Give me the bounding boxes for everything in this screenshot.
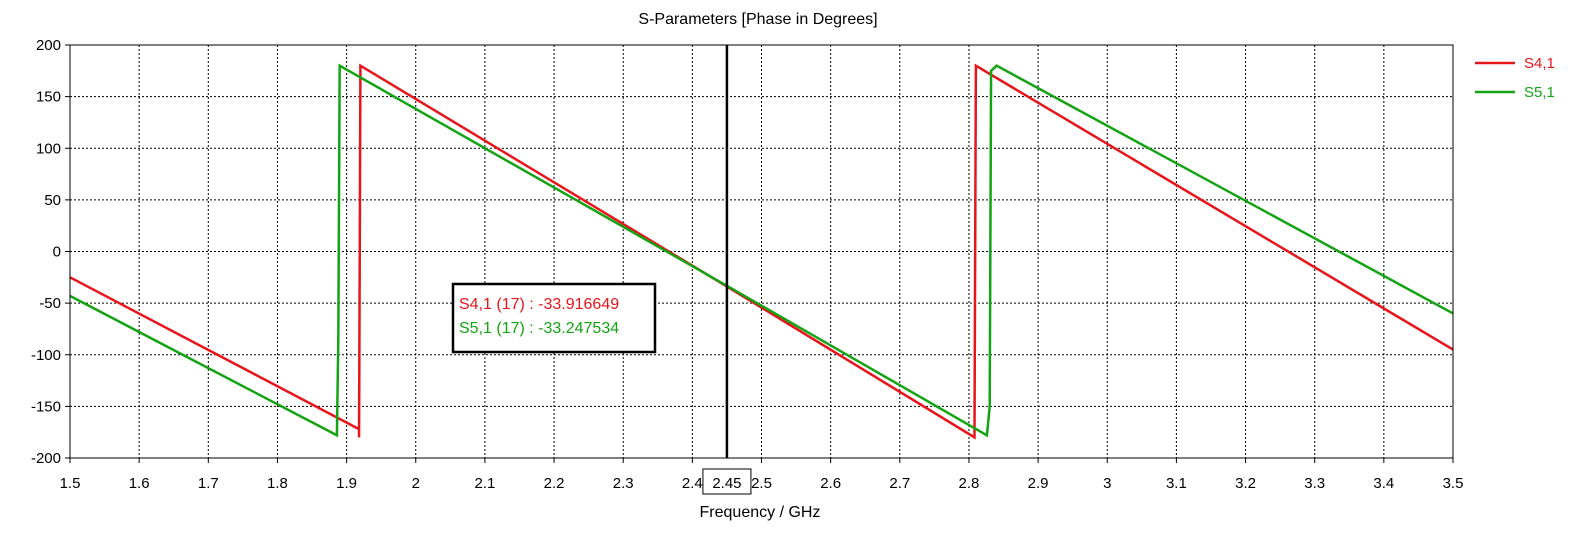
readout-line: S5,1 (17) : -33.247534 bbox=[459, 320, 619, 337]
marker-x-label-box[interactable] bbox=[702, 468, 752, 495]
y-tick-label: -150 bbox=[31, 398, 61, 415]
y-tick-label: 200 bbox=[36, 37, 61, 54]
x-axis-label: Frequency / GHz bbox=[700, 504, 821, 521]
series-lines bbox=[69, 63, 1454, 440]
y-tick-label: 150 bbox=[36, 89, 61, 106]
plot-frame bbox=[65, 44, 1454, 463]
chart-title: S-Parameters [Phase in Degrees] bbox=[638, 11, 877, 28]
plot-area-border bbox=[69, 44, 1454, 459]
legend-label: S5,1 bbox=[1524, 84, 1555, 101]
y-tick-label: -200 bbox=[31, 450, 61, 467]
y-axis-tick-labels: 200 150 100 50 0 -50 -100 -150 -200 bbox=[31, 37, 61, 467]
grid-lines bbox=[69, 44, 1454, 459]
x-tick-label: 2.1 bbox=[474, 475, 495, 492]
x-tick-label: 3 bbox=[1103, 475, 1111, 492]
x-tick-label: 2.7 bbox=[889, 475, 910, 492]
y-tick-label: 50 bbox=[44, 192, 61, 209]
readout-line: S4,1 (17) : -33.916649 bbox=[459, 296, 619, 313]
y-tick-label: -100 bbox=[31, 347, 61, 364]
frequency-marker[interactable]: 2.45 bbox=[702, 45, 752, 495]
y-tick-label: 0 bbox=[53, 244, 61, 261]
x-tick-label: 1.5 bbox=[60, 475, 81, 492]
x-tick-label: 3.1 bbox=[1166, 475, 1187, 492]
x-tick-label: 1.7 bbox=[198, 475, 219, 492]
x-tick-label: 2.3 bbox=[613, 475, 634, 492]
series-line-S4-1 bbox=[69, 63, 1454, 440]
x-tick-label: 2.5 bbox=[751, 475, 772, 492]
x-tick-label: 1.6 bbox=[129, 475, 150, 492]
x-tick-label: 2.8 bbox=[959, 475, 980, 492]
x-tick-label: 1.9 bbox=[336, 475, 357, 492]
y-tick-label: -50 bbox=[39, 295, 61, 312]
marker-readout-box[interactable]: S4,1 (17) : -33.916649 S5,1 (17) : -33.24… bbox=[451, 282, 657, 354]
x-axis-tick-labels: 1.5 1.6 1.7 1.8 1.9 2 2.1 2.2 2.3 2.4 2.5 2.6 2.7 2.8… bbox=[60, 475, 1464, 492]
legend[interactable]: S4,1 S5,1 bbox=[1475, 55, 1555, 101]
legend-label: S4,1 bbox=[1524, 55, 1555, 72]
x-tick-label: 2.4 bbox=[682, 475, 703, 492]
x-tick-label: 3.4 bbox=[1373, 475, 1394, 492]
marker-x-label: 2.45 bbox=[712, 475, 741, 492]
x-tick-label: 2.9 bbox=[1028, 475, 1049, 492]
y-tick-label: 100 bbox=[36, 140, 61, 157]
x-tick-label: 3.5 bbox=[1443, 475, 1464, 492]
x-tick-label: 3.2 bbox=[1235, 475, 1256, 492]
x-tick-label: 1.8 bbox=[267, 475, 288, 492]
x-tick-label: 2.2 bbox=[544, 475, 565, 492]
x-tick-label: 3.3 bbox=[1304, 475, 1325, 492]
x-tick-label: 2.6 bbox=[820, 475, 841, 492]
series-line-S5-1 bbox=[69, 63, 1454, 438]
x-tick-label: 2 bbox=[412, 475, 420, 492]
readout-box-frame[interactable] bbox=[451, 282, 657, 354]
